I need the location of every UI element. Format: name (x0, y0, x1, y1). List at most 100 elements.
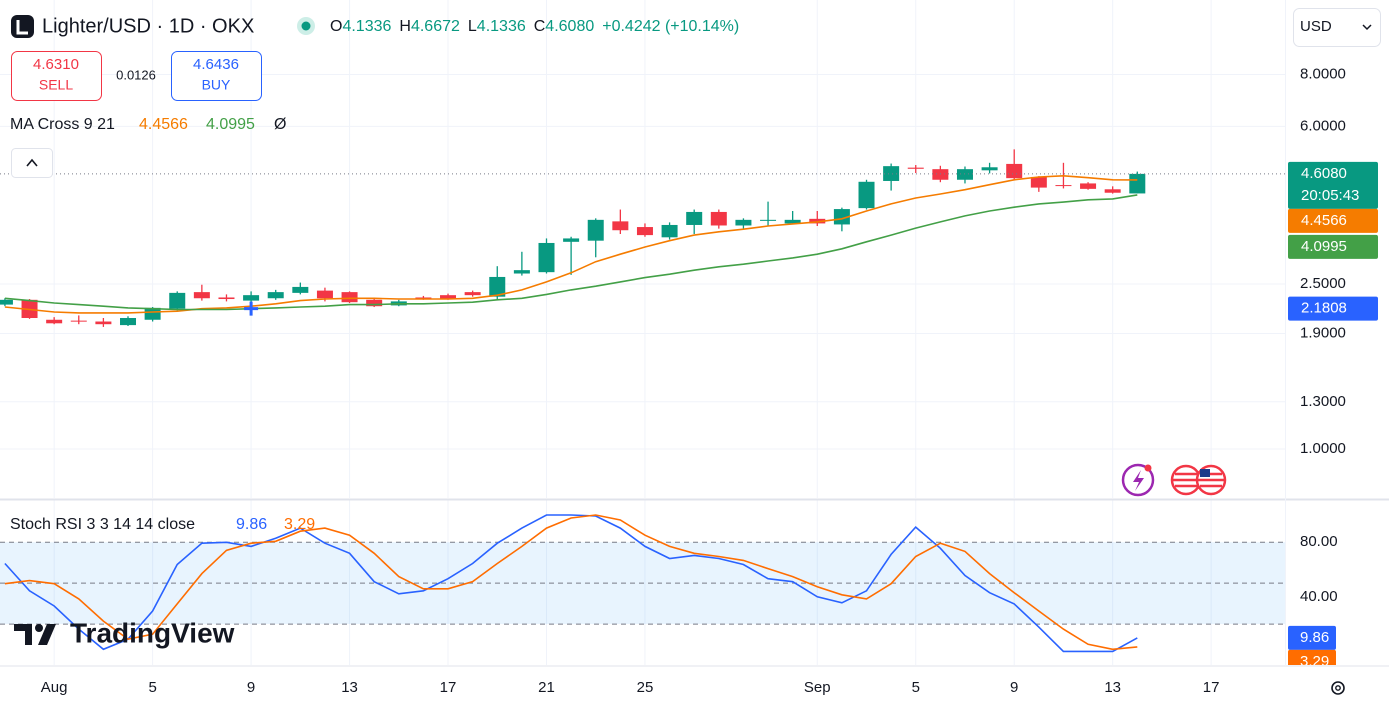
candle-body (636, 227, 653, 236)
ma-tag-label: 4.4566 (1301, 212, 1347, 229)
x-tick-label: 9 (1010, 679, 1018, 696)
x-tick-label: 17 (1203, 679, 1220, 696)
candle-body (218, 297, 235, 300)
ma-line (4, 194, 1138, 311)
candle-body (120, 318, 137, 326)
collapse-chevron (26, 158, 38, 167)
candle-body (686, 211, 703, 225)
symbol-title[interactable]: Lighter/USD · 1D · OKX (42, 15, 254, 37)
candle-body (932, 169, 949, 180)
candle-body (1080, 183, 1097, 189)
x-tick-label: 25 (637, 679, 654, 696)
alert-dot (1144, 464, 1152, 472)
settings-icon-center (1335, 685, 1341, 691)
stoch-d-value: 3.29 (284, 516, 315, 533)
spread: 0.0126 (116, 67, 156, 82)
ohlc-legend: O4.1336 H4.6672 L4.1336 C4.6080 +0.4242 (+10… (330, 18, 739, 35)
candle-body (292, 286, 309, 293)
stoch-line (4, 514, 1138, 653)
axes: 8.0000 6.0000 2.5000 1.9000 1.3000 1.0000 Aug 5… (41, 65, 1378, 696)
candle-body (538, 242, 555, 273)
price-pane (0, 149, 1285, 327)
y-tick-label: 8.0000 (1300, 65, 1346, 82)
ohlc-change: +0.4242 (+10.14%) (602, 18, 739, 35)
sell-button[interactable] (11, 51, 102, 101)
ohlc-key: C (534, 18, 546, 35)
stoch-tag (1288, 649, 1336, 665)
x-tick-label: 17 (440, 679, 457, 696)
ma-tag (1288, 234, 1378, 259)
sell-price: 4.6310 (33, 56, 79, 73)
candle-body (513, 270, 530, 274)
stoch-tag (1288, 625, 1336, 650)
ohlc-value: 4.1336 (342, 18, 391, 35)
x-tick-label: 5 (148, 679, 156, 696)
watermark-logo (14, 624, 32, 645)
dropdown-chevron (1362, 24, 1372, 31)
currency-dropdown[interactable] (1293, 8, 1381, 47)
stoch-title[interactable]: Stoch RSI 3 3 14 14 close (10, 516, 195, 533)
stoch-pane (4, 514, 1138, 653)
candle-body (464, 292, 481, 296)
candle-body (1104, 189, 1121, 193)
y-tick-label: 6.0000 (1300, 117, 1346, 134)
y-tick-label: 1.9000 (1300, 324, 1346, 341)
stoch-tag-label: 9.86 (1300, 629, 1329, 646)
candle-body (341, 292, 358, 303)
candle-body (0, 299, 13, 305)
candle-body (833, 209, 850, 225)
x-tick-label: 9 (247, 679, 255, 696)
buy-button[interactable] (171, 51, 262, 101)
y-tick-label: 1.3000 (1300, 393, 1346, 410)
candle-body (907, 167, 924, 169)
candle-body (95, 321, 112, 325)
candle-body (612, 221, 629, 231)
last-price-tag (1288, 161, 1378, 209)
symbol-logo-mark (16, 20, 28, 35)
x-tick-label: Sep (804, 679, 831, 696)
y-tick-label: 40.00 (1300, 588, 1338, 605)
stoch-tag-label: 3.29 (1300, 653, 1329, 670)
indicator-flag: Ø (274, 116, 286, 133)
indicator-name[interactable]: MA Cross 9 21 (10, 116, 115, 133)
candle-body (1129, 173, 1146, 194)
ma-tag (1288, 208, 1378, 233)
settings-icon[interactable] (1331, 681, 1345, 695)
market-status-dot (301, 21, 311, 31)
crosshair-label: 2.1808 (1301, 300, 1347, 317)
stoch-grid (0, 500, 1285, 665)
last-price-label: 4.6080 (1301, 165, 1347, 182)
candle-body (760, 219, 777, 221)
x-tick-label: 13 (1104, 679, 1121, 696)
candle-body (710, 211, 727, 226)
symbol-logo (11, 15, 34, 38)
indicator-value: 4.0995 (206, 116, 255, 133)
ohlc-key: L (468, 18, 477, 35)
candle-body (70, 320, 87, 322)
candle-body (440, 295, 457, 300)
ohlc-value: 4.6080 (545, 18, 594, 35)
candle-body (316, 290, 333, 299)
y-tick-label: 80.00 (1300, 533, 1338, 550)
candle-body (784, 219, 801, 224)
x-tick-label: 5 (912, 679, 920, 696)
buy-price: 4.6436 (193, 56, 239, 73)
indicator-value: 4.4566 (139, 116, 188, 133)
ma-tag-label: 4.0995 (1301, 238, 1347, 255)
candle-body (661, 224, 678, 238)
candle-body (267, 292, 284, 299)
alert-bolt (1133, 470, 1144, 491)
ohlc-value: 4.1336 (477, 18, 526, 35)
collapse-button[interactable] (11, 148, 53, 178)
ohlc-key: H (399, 18, 411, 35)
watermark-logo-dot (35, 624, 43, 632)
candle-body (169, 292, 186, 309)
candle-body (1055, 185, 1072, 187)
x-tick-label: 21 (538, 679, 555, 696)
stoch-line (4, 514, 1138, 651)
candle-body (956, 169, 973, 180)
x-tick-label: Aug (41, 679, 68, 696)
candle-body (243, 295, 260, 301)
candle-body (46, 319, 63, 324)
